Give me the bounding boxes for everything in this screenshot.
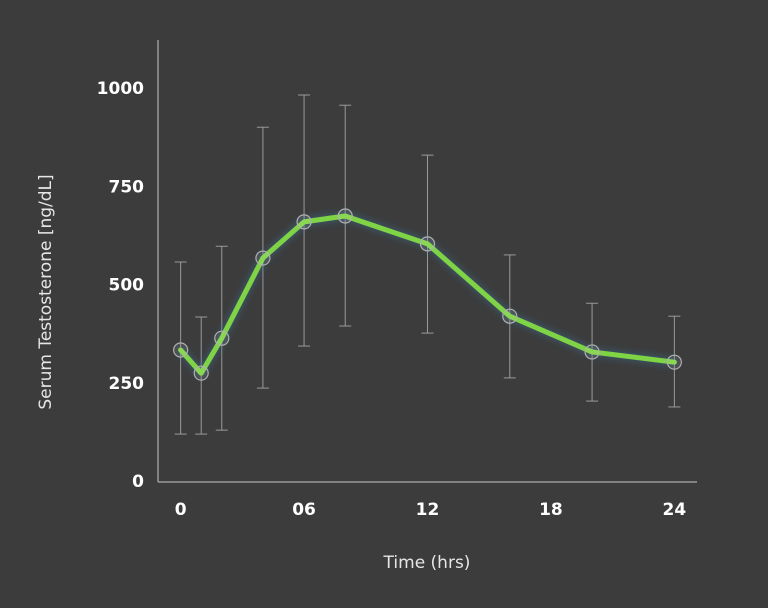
x-tick-label: 24: [663, 500, 687, 520]
x-tick-label: 18: [539, 500, 563, 520]
data-point: [255, 250, 271, 266]
data-point: [173, 342, 189, 358]
x-tick-label: 0: [175, 500, 187, 520]
y-tick-label: 250: [109, 374, 145, 394]
data-point: [419, 236, 436, 252]
data-point: [666, 354, 682, 370]
y-tick-label: 0: [132, 472, 144, 492]
data-point: [214, 330, 230, 346]
x-axis-title: Time (hrs): [383, 553, 471, 573]
y-tick-label: 1000: [97, 79, 144, 99]
y-axis-title: Serum Testosterone [ng/dL]: [36, 174, 56, 409]
data-point: [296, 214, 312, 230]
y-tick-label: 750: [109, 177, 145, 197]
y-tick-label: 500: [109, 276, 145, 296]
x-tick-label: 12: [416, 500, 440, 520]
data-line: [178, 213, 677, 376]
data-point: [337, 208, 353, 224]
data-point: [193, 365, 209, 381]
data-point: [584, 344, 600, 360]
x-tick-label: 06: [292, 500, 316, 520]
data-point: [502, 308, 518, 324]
